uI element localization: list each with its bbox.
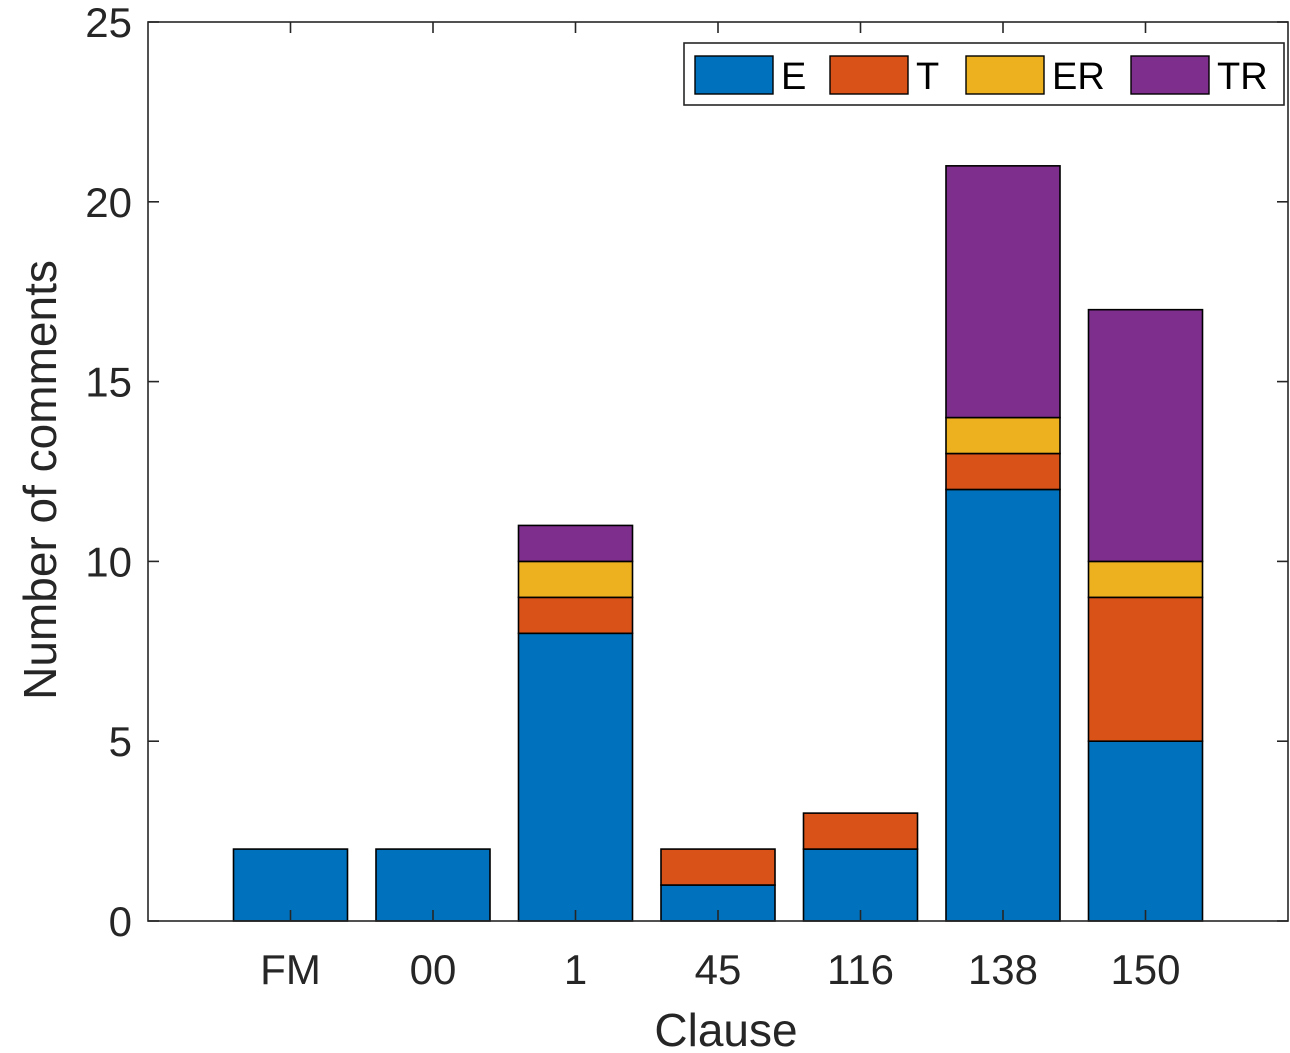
bar-e-138 (945, 488, 1061, 922)
legend-label-er: ER (1052, 56, 1105, 98)
legend-swatch-er (965, 55, 1045, 95)
bar-t-116 (802, 812, 919, 850)
legend-swatch-t (829, 55, 909, 95)
legend: E T ER TR (683, 42, 1285, 106)
legend-swatch-e (694, 55, 774, 95)
tick-labels-layer: 0 5 10 15 20 25 FM 00 1 45 116 138 150 (85, 0, 1180, 993)
legend-swatch-tr (1130, 55, 1210, 95)
x-tick-label: 45 (695, 946, 742, 993)
x-tick-label: 1 (564, 946, 587, 993)
x-tick-label: 116 (827, 946, 894, 993)
bar-er-138 (945, 416, 1061, 455)
bar-er-1 (517, 560, 634, 599)
x-tick-label: 00 (410, 946, 457, 993)
y-tick-label: 25 (85, 0, 132, 46)
y-tick-label: 0 (109, 898, 132, 945)
y-tick-label: 5 (109, 718, 132, 765)
y-axis-title: Number of comments (14, 260, 66, 700)
bars-layer (232, 165, 1204, 922)
x-tick-label: 138 (968, 946, 1038, 993)
bar-e-116 (802, 848, 919, 922)
bar-t-1 (517, 596, 634, 635)
bar-t-150 (1087, 596, 1204, 742)
y-tick-label: 15 (85, 359, 132, 406)
x-axis-title: Clause (654, 1004, 797, 1053)
y-tick-label: 10 (85, 538, 132, 585)
bar-t-45 (660, 848, 776, 886)
bar-e-fm (232, 848, 349, 922)
bar-e-150 (1087, 740, 1204, 922)
x-tick-label: FM (260, 946, 321, 993)
bar-e-00 (375, 848, 491, 922)
bar-er-150 (1087, 560, 1204, 599)
bar-t-138 (945, 452, 1061, 491)
legend-label-e: E (781, 56, 806, 98)
bar-tr-138 (945, 165, 1061, 419)
y-tick-label: 20 (85, 179, 132, 226)
bar-tr-150 (1087, 308, 1204, 563)
x-tick-label: 150 (1110, 946, 1180, 993)
bar-tr-1 (517, 524, 634, 563)
bar-e-1 (517, 632, 634, 922)
legend-label-tr: TR (1217, 56, 1268, 98)
axes-layer (147, 21, 1289, 922)
legend-label-t: T (916, 56, 939, 98)
